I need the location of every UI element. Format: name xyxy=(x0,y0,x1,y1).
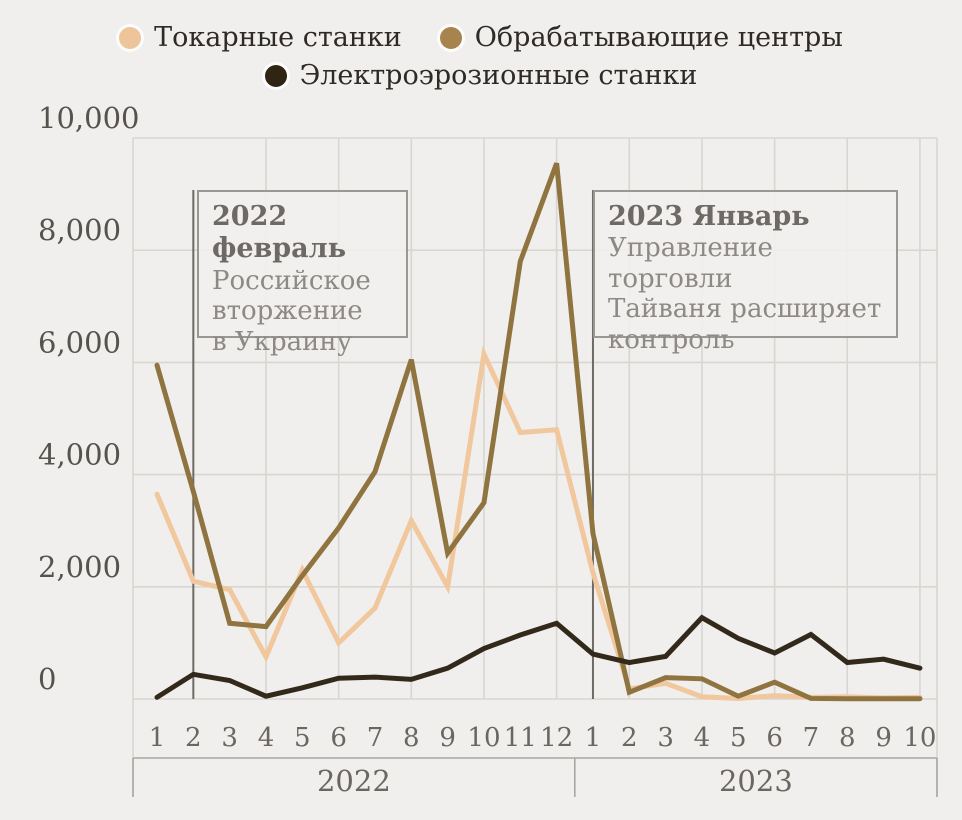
y-tick-label: 4,000 xyxy=(38,438,121,472)
year-label: 2022 xyxy=(317,764,391,798)
x-tick-label: 10 xyxy=(467,723,500,753)
y-tick-label: 10,000 xyxy=(38,101,139,135)
x-tick-label: 6 xyxy=(330,723,347,753)
x-tick-label: 4 xyxy=(258,723,275,753)
x-tick-label: 8 xyxy=(403,723,420,753)
legend-label: Токарные станки xyxy=(154,22,402,53)
x-tick-label: 6 xyxy=(766,723,783,753)
x-tick-label: 3 xyxy=(221,723,238,753)
annotation-title: 2022 февраль xyxy=(212,201,347,265)
x-tick-label: 3 xyxy=(657,723,674,753)
annotation-feb-2022: 2022 февраль Российское вторжение в Укра… xyxy=(197,190,408,357)
x-tick-label: 2 xyxy=(621,723,638,753)
legend-item-lathes[interactable]: Токарные станки xyxy=(119,22,402,53)
series-line-0 xyxy=(154,345,923,701)
edm-series-dot-icon xyxy=(264,64,287,87)
x-tick-label: 4 xyxy=(694,723,711,753)
x-tick-label: 7 xyxy=(803,723,820,753)
x-tick-label: 2 xyxy=(185,723,202,753)
legend-item-machining-centers[interactable]: Обрабатывающие центры xyxy=(439,22,843,53)
x-tick-label: 9 xyxy=(439,723,456,753)
x-tick-label: 12 xyxy=(540,723,573,753)
x-tick-label: 7 xyxy=(367,723,384,753)
legend-label: Обрабатывающие центры xyxy=(474,22,843,53)
annotation-title: 2023 Январь xyxy=(608,201,810,232)
annotation-jan-2023: 2023 Январь Управление торговли Тайваня … xyxy=(593,190,898,355)
y-tick-label: 6,000 xyxy=(38,325,121,359)
series-line-2 xyxy=(154,614,923,700)
legend-row-2: Электроэрозионные станки xyxy=(0,60,962,91)
annotation-body: Российское вторжение в Украину xyxy=(212,265,371,357)
year-label: 2023 xyxy=(719,764,793,798)
x-tick-label: 10 xyxy=(903,723,936,753)
machining-centers-series-dot-icon xyxy=(439,26,462,49)
x-tick-label: 1 xyxy=(585,723,602,753)
x-tick-label: 5 xyxy=(294,723,311,753)
legend: Токарные станки Обрабатывающие центры Эл… xyxy=(0,22,962,91)
series-line-1 xyxy=(154,162,923,702)
x-tick-label: 1 xyxy=(149,723,166,753)
legend-row-1: Токарные станки Обрабатывающие центры xyxy=(0,22,962,53)
x-tick-label: 11 xyxy=(504,723,537,753)
annotation-body: Управление торговли Тайваня расширяет ко… xyxy=(608,233,882,355)
x-tick-label: 5 xyxy=(730,723,747,753)
y-tick-label: 8,000 xyxy=(38,213,121,247)
x-tick-label: 9 xyxy=(875,723,892,753)
legend-label: Электроэрозионные станки xyxy=(299,60,698,91)
lathes-series-dot-icon xyxy=(119,26,142,49)
y-tick-label: 2,000 xyxy=(38,550,121,584)
x-tick-label: 8 xyxy=(839,723,856,753)
y-tick-label: 0 xyxy=(38,662,56,696)
legend-item-edm-machines[interactable]: Электроэрозионные станки xyxy=(264,60,698,91)
